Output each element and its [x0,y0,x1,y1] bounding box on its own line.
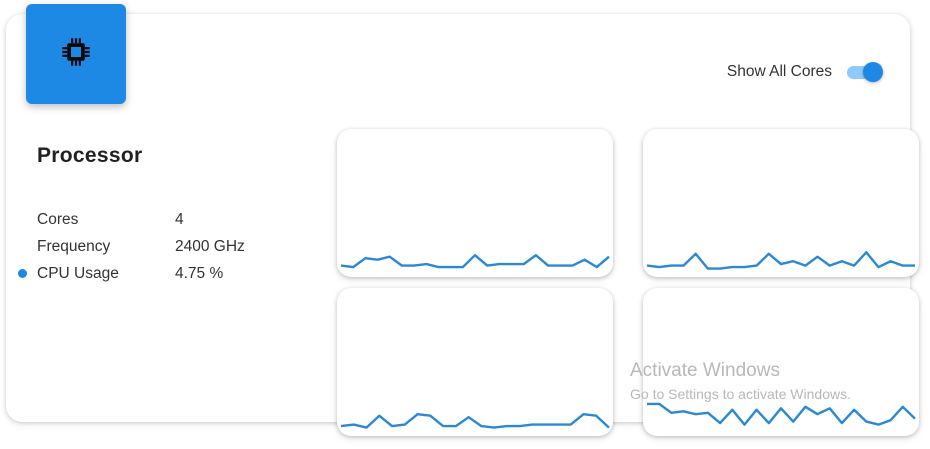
spec-row-frequency: Frequency 2400 GHz [37,238,245,256]
core-chart-2 [643,129,919,277]
spec-value-cpu-usage: 4.75 % [175,265,224,282]
core-3-usage-line [340,413,610,429]
show-all-cores-control: Show All Cores [726,62,883,82]
processor-icon-tile [26,4,126,104]
spec-value-frequency: 2400 GHz [175,238,245,255]
show-all-cores-toggle[interactable] [846,62,883,82]
core-chart-3 [337,288,613,436]
core-2-usage-line [646,251,915,270]
spec-label-cpu-usage: CPU Usage [37,265,119,282]
spec-row-cpu-usage: CPU Usage 4.75 % [18,265,223,283]
watermark-title: Activate Windows [630,360,780,381]
spec-label-frequency: Frequency [37,238,111,255]
core-1-usage-line [340,254,610,269]
show-all-cores-label: Show All Cores [726,63,832,80]
spec-row-cores: Cores 4 [37,211,184,229]
cpu-usage-legend-dot [18,269,27,278]
processor-title: Processor [37,144,143,167]
core-4-usage-line [647,402,916,426]
core-chart-1 [337,129,613,277]
watermark-subtitle: Go to Settings to activate Windows. [630,386,851,402]
spec-label-cores: Cores [37,211,79,228]
toggle-thumb[interactable] [863,62,883,82]
spec-value-cores: 4 [175,211,184,228]
cpu-chip-icon [61,37,91,72]
activate-windows-watermark: Activate Windows Go to Settings to activ… [630,360,851,402]
core-chart-4 [643,288,919,436]
